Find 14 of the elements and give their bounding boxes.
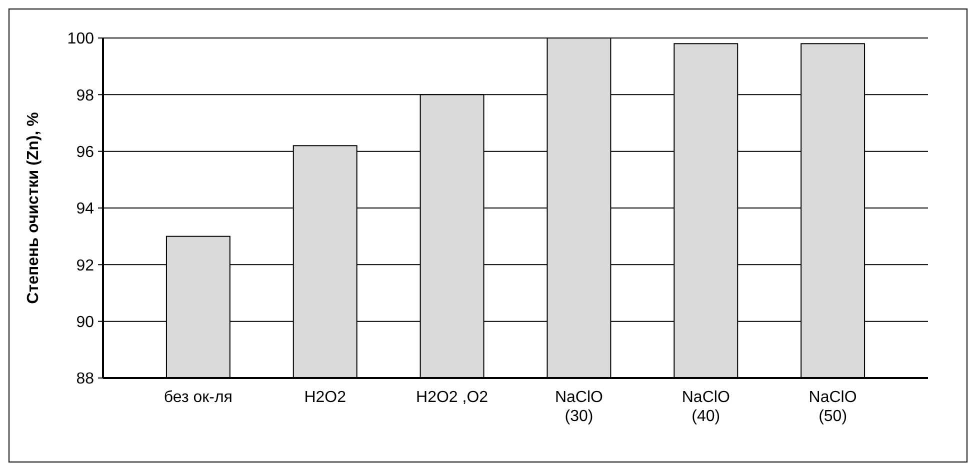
y-tick-label: 90 xyxy=(76,314,94,331)
y-tick-label: 88 xyxy=(76,370,94,388)
x-tick-label: H2O2 xyxy=(304,389,346,406)
y-tick-label: 98 xyxy=(76,87,94,104)
y-tick-label: 94 xyxy=(76,200,94,218)
x-tick-label: без ок-ля xyxy=(164,389,232,406)
x-tick-label: NaClO (30) xyxy=(554,389,603,426)
y-tick-label: 96 xyxy=(76,144,94,161)
x-tick-label: H2O2 ,O2 xyxy=(416,389,488,406)
x-tick-label: NaClO (50) xyxy=(808,389,857,426)
y-tick-label: 92 xyxy=(76,257,94,274)
x-tick-label: NaClO (40) xyxy=(682,389,730,426)
y-axis-title: Степень очистки (Zn), % xyxy=(25,112,42,304)
y-tick-label: 100 xyxy=(67,30,94,48)
